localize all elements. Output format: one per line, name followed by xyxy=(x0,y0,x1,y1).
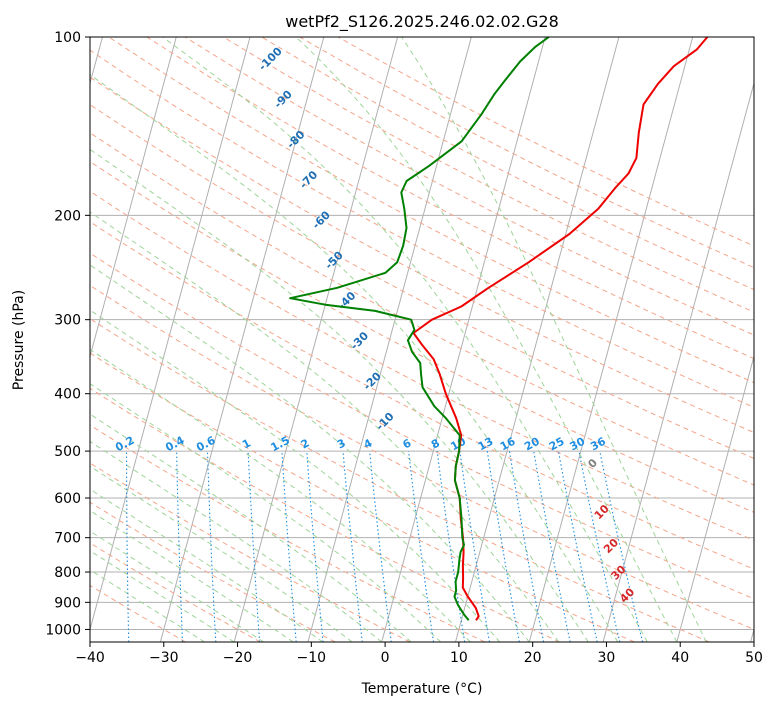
mixing-ratio-label: 16 xyxy=(498,435,518,454)
isotherm-line xyxy=(602,81,754,642)
moist-adiabats xyxy=(90,37,707,642)
mixing-ratio-label: 30 xyxy=(568,435,588,454)
x-axis-label: Temperature (°C) xyxy=(361,681,483,697)
y-tick-label: 400 xyxy=(54,387,81,403)
moist-adiabat-line xyxy=(90,488,323,642)
moist-adiabat-line xyxy=(90,148,589,642)
plot-background xyxy=(90,37,754,642)
x-tick-label: −10 xyxy=(297,650,327,666)
chart-title: wetPf2_S126.2025.246.02.02.G28 xyxy=(285,12,559,32)
x-tick-label: 20 xyxy=(524,650,542,666)
mixing-ratio-line xyxy=(369,451,392,642)
moist-adiabat-line xyxy=(90,413,412,642)
y-tick-label: 900 xyxy=(54,595,81,611)
x-tick-label: 40 xyxy=(671,650,689,666)
dry-adiabat-line xyxy=(90,252,754,600)
mixing-ratio-label: 25 xyxy=(547,435,567,454)
profile-series xyxy=(289,37,709,621)
dry-adiabat-line xyxy=(90,584,186,642)
y-tick-label: 1000 xyxy=(45,622,81,638)
dry-adiabat-line xyxy=(108,37,754,384)
moist-adiabat-line xyxy=(90,264,530,642)
plot-frame xyxy=(89,36,755,643)
y-tick-label: 300 xyxy=(54,313,81,329)
mixing-ratio-line xyxy=(281,451,297,642)
mixing-ratio-label: 36 xyxy=(588,435,608,454)
moist-adiabat-line xyxy=(90,309,501,642)
x-tick-label: −30 xyxy=(149,650,179,666)
dry-adiabat-line xyxy=(90,284,754,631)
y-tick-label: 500 xyxy=(54,444,81,460)
y-tick-label: 200 xyxy=(54,208,81,224)
mixing-ratio-line xyxy=(508,451,545,642)
moist-adiabat-line xyxy=(90,348,471,642)
dry-adiabat-line xyxy=(90,76,754,434)
dry-adiabat-line xyxy=(90,132,754,486)
isotherm-line xyxy=(90,37,177,359)
isotherm-line xyxy=(381,37,546,642)
y-tick-label: 100 xyxy=(54,30,81,46)
mixing-ratio-line xyxy=(578,450,621,642)
moist-adiabat-line xyxy=(90,440,383,642)
dry-adiabat-line xyxy=(184,37,754,336)
y-tick-label: 800 xyxy=(54,565,81,581)
x-tick-label: 30 xyxy=(598,650,616,666)
x-tick-label: 0 xyxy=(381,650,390,666)
y-tick-label: 600 xyxy=(54,491,81,507)
mixing-ratio-line xyxy=(342,451,363,642)
moist-adiabat-line xyxy=(90,74,619,642)
x-axis-ticks: −40 −30 −20 −10 0 10 20 30 40 50 xyxy=(75,642,763,666)
dry-adiabat-line xyxy=(261,37,754,291)
mixing-ratio-line xyxy=(436,451,466,642)
moist-adiabat-line xyxy=(90,211,560,642)
mixing-ratio-line xyxy=(533,451,571,642)
dry-adiabat-line xyxy=(90,462,411,642)
y-tick-label: 700 xyxy=(54,531,81,547)
skewed-isotherms xyxy=(90,37,754,642)
dry-adiabat-line xyxy=(90,318,710,642)
isotherm-line xyxy=(676,354,754,642)
mixing-ratio-label: 20 xyxy=(522,435,542,454)
y-axis-ticks: 1000 900 800 700 600 500 400 300 200 100 xyxy=(45,30,90,638)
mixing-ratio-line xyxy=(408,451,435,642)
dry-adiabat-line xyxy=(90,160,754,513)
moist-adiabat-line xyxy=(90,510,294,642)
dry-adiabat-line xyxy=(90,352,635,642)
mixing-ratio-line xyxy=(557,450,598,642)
isotherm-line xyxy=(90,37,251,632)
x-tick-label: −40 xyxy=(75,650,105,666)
isotherm-line xyxy=(233,37,399,642)
mixing-ratio-label: 13 xyxy=(476,435,496,454)
isotherm-line xyxy=(528,37,694,642)
x-tick-label: 50 xyxy=(745,650,763,666)
mixing-ratio-lines xyxy=(125,450,644,642)
moist-adiabat-line xyxy=(295,37,678,642)
moist-adiabat-line xyxy=(401,37,707,642)
x-tick-label: −20 xyxy=(223,650,253,666)
isotherm-line xyxy=(159,37,325,642)
mixing-ratio-line xyxy=(306,451,324,642)
moist-adiabat-line xyxy=(162,37,648,642)
y-axis-label: Pressure (hPa) xyxy=(11,290,27,390)
mixing-ratio-line xyxy=(599,450,644,642)
x-tick-label: 10 xyxy=(450,650,468,666)
dewpoint-profile-line xyxy=(289,37,550,621)
temperature-profile-line xyxy=(412,37,709,621)
